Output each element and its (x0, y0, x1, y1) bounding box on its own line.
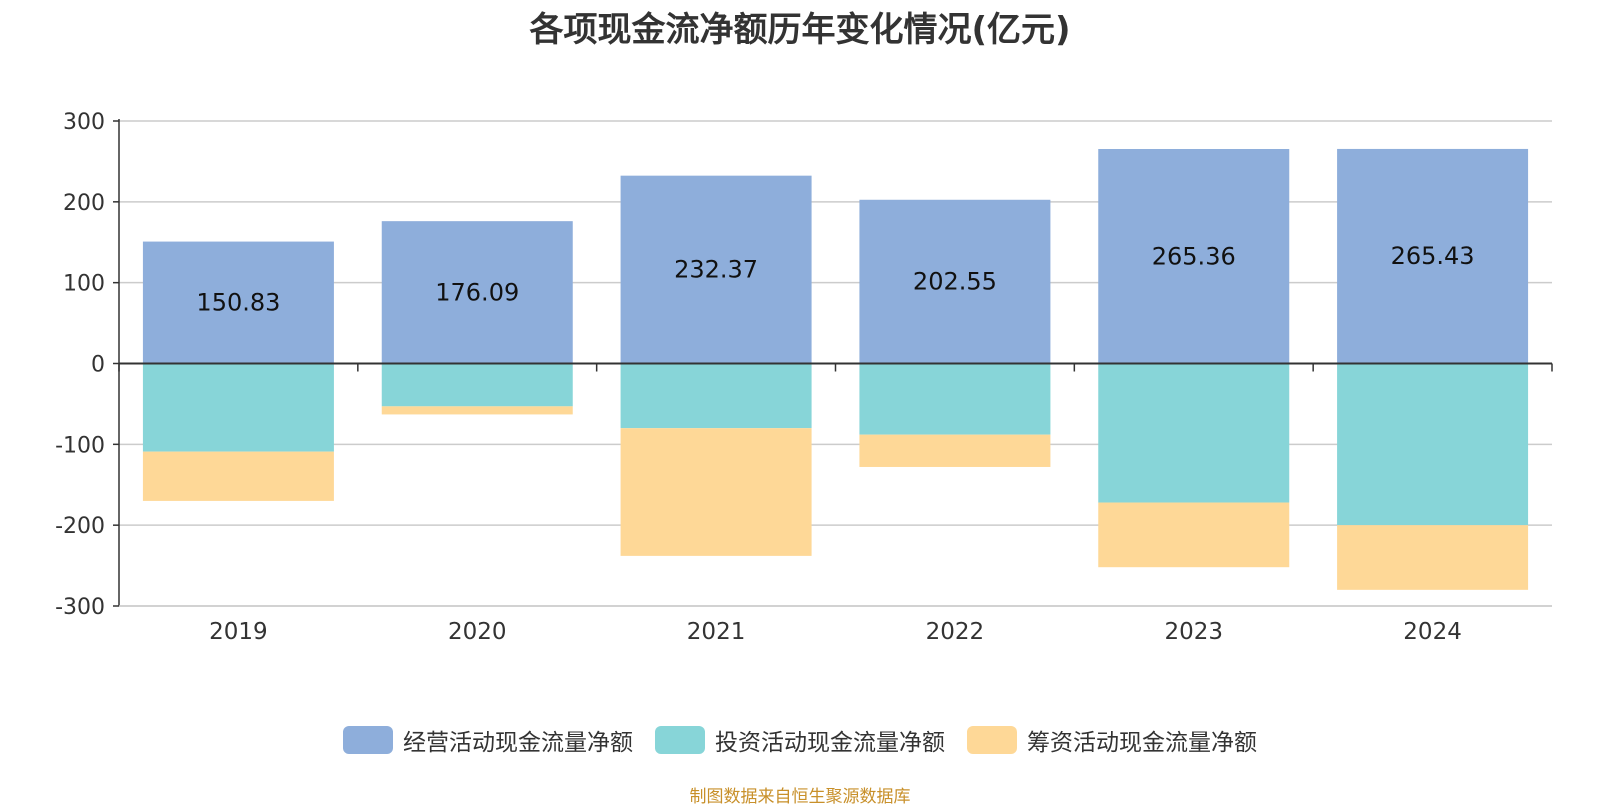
y-tick-label: -300 (55, 595, 105, 620)
y-tick-label: 300 (63, 110, 105, 135)
legend-item[interactable]: 投资活动现金流量净额 (655, 723, 945, 757)
x-tick-label: 2022 (926, 619, 985, 645)
y-tick-label: -200 (55, 514, 105, 539)
bar-segment (381, 221, 573, 364)
legend-swatch (343, 726, 393, 754)
axes: 300 200 100 0 -100 -200 -300 2019 2020 2021 2022 20… (55, 110, 1553, 645)
bar-segment (1098, 363, 1290, 503)
data-label: 176.09 (435, 278, 519, 306)
bar-segment (859, 363, 1051, 435)
x-tick-label: 2021 (687, 619, 746, 645)
source-note: 制图数据来自恒生聚源数据库 (689, 787, 911, 807)
bar-segment (1337, 363, 1529, 526)
data-label: 202.55 (913, 268, 997, 296)
bar-segment (1098, 149, 1290, 364)
data-label: 265.43 (1391, 242, 1475, 270)
legend-item[interactable]: 筹资活动现金流量净额 (967, 723, 1257, 757)
data-label: 265.36 (1152, 242, 1236, 270)
bar-segment (620, 428, 812, 556)
y-tick-label: -100 (55, 433, 105, 458)
bar-segment (620, 363, 812, 429)
bar-segment (859, 199, 1051, 364)
y-tick-label: 0 (91, 353, 105, 378)
bar-segment (381, 363, 573, 407)
bar-segment (1098, 502, 1290, 568)
data-label: 150.83 (196, 289, 280, 317)
bar-segment (1337, 148, 1529, 364)
x-tick-label: 2024 (1403, 619, 1462, 645)
legend-swatch (655, 726, 705, 754)
bar-segment (142, 363, 334, 452)
bar-segment (142, 451, 334, 501)
x-tick-label: 2020 (448, 619, 507, 645)
bar-segment (381, 406, 573, 415)
y-tick-label: 100 (63, 272, 105, 297)
bar-segment (620, 175, 812, 364)
legend-label: 投资活动现金流量净额 (715, 730, 945, 756)
chart-title: 各项现金流净额历年变化情况(亿元) (529, 10, 1071, 50)
bar-segment (859, 434, 1051, 467)
legend-item[interactable]: 经营活动现金流量净额 (343, 723, 633, 757)
bar-segment (1337, 525, 1529, 590)
legend-swatch (967, 726, 1017, 754)
data-labels: 150.83 176.09 232.37 202.55 265.36 265.43 (196, 242, 1474, 316)
data-label: 232.37 (674, 256, 758, 284)
x-tick-label: 2023 (1164, 619, 1223, 645)
legend: 经营活动现金流量净额 投资活动现金流量净额 筹资活动现金流量净额 (0, 723, 1600, 757)
legend-label: 筹资活动现金流量净额 (1027, 730, 1257, 756)
legend-label: 经营活动现金流量净额 (403, 730, 633, 756)
x-tick-label: 2019 (209, 619, 268, 645)
bar-segment (142, 241, 334, 364)
bars (142, 148, 1529, 590)
chart-canvas: 300 200 100 0 -100 -200 -300 2019 2020 2021 2022 20… (55, 110, 1553, 645)
y-tick-label: 200 (63, 191, 105, 216)
